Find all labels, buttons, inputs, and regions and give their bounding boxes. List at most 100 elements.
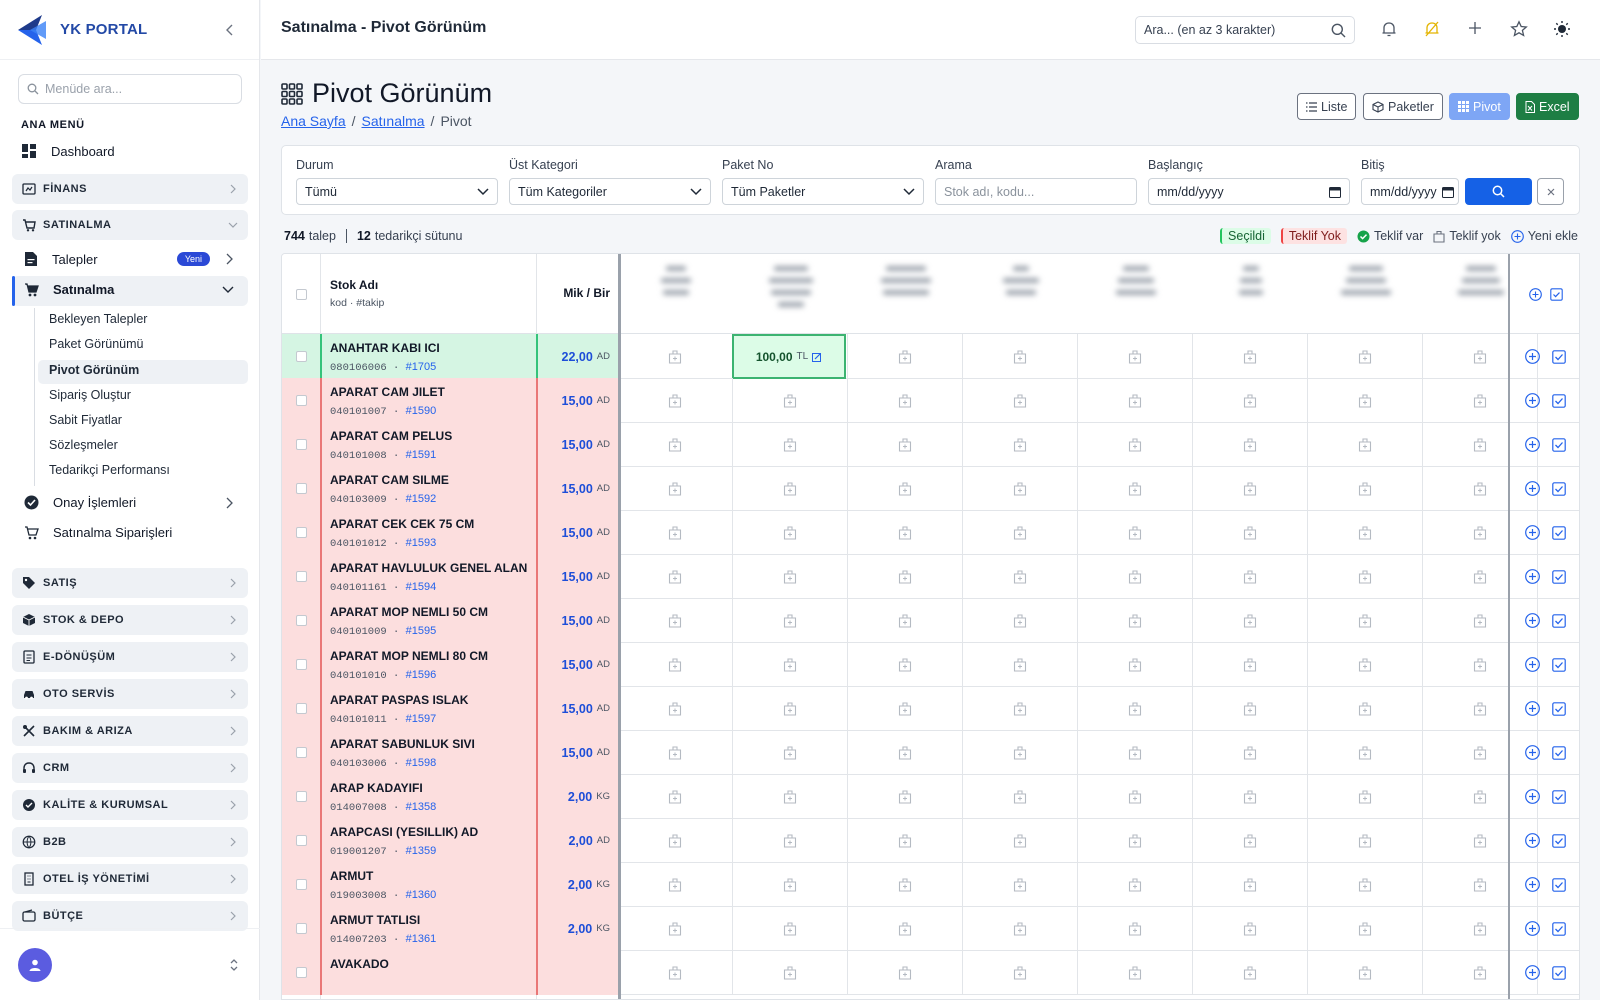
approve-row-icon[interactable]	[1552, 745, 1566, 760]
packages-view-button[interactable]: Paketler	[1363, 93, 1443, 120]
global-search-input[interactable]	[1144, 23, 1324, 37]
supplier-header[interactable]	[1423, 262, 1538, 326]
supplier-offer-cell[interactable]	[1308, 598, 1423, 643]
tracking-number[interactable]: #1597	[405, 713, 437, 725]
supplier-offer-cell[interactable]	[733, 466, 848, 511]
add-offer-icon[interactable]	[1525, 657, 1540, 672]
section-e-d-n-m[interactable]: E-DÖNÜŞÜM	[12, 642, 248, 672]
supplier-offer-cell[interactable]	[848, 378, 963, 423]
check-square-icon[interactable]	[1549, 287, 1563, 301]
supplier-offer-cell[interactable]	[1078, 686, 1193, 731]
supplier-offer-cell[interactable]	[1193, 466, 1308, 511]
supplier-offer-cell[interactable]	[1423, 950, 1538, 995]
menu-search[interactable]	[18, 74, 242, 104]
approve-row-icon[interactable]	[1552, 965, 1566, 980]
supplier-offer-cell[interactable]	[963, 818, 1078, 863]
add-offer-icon[interactable]	[1525, 701, 1540, 716]
status-select[interactable]: Tümü	[296, 178, 498, 205]
supplier-offer-cell[interactable]	[1308, 378, 1423, 423]
supplier-offer-cell[interactable]	[1193, 906, 1308, 951]
supplier-offer-cell[interactable]	[1193, 950, 1308, 995]
supplier-offer-cell[interactable]	[1308, 642, 1423, 687]
plus-circle-icon[interactable]	[1528, 287, 1542, 301]
row-select[interactable]	[282, 642, 320, 687]
supplier-offer-cell[interactable]	[848, 730, 963, 775]
tracking-number[interactable]: #1594	[405, 581, 437, 593]
row-select[interactable]	[282, 774, 320, 819]
supplier-offer-cell[interactable]	[963, 642, 1078, 687]
add-offer-icon[interactable]	[1525, 921, 1540, 936]
star-icon[interactable]	[1510, 20, 1528, 38]
tracking-number[interactable]: #1596	[405, 669, 437, 681]
supplier-header[interactable]	[1193, 262, 1308, 326]
checkbox[interactable]	[295, 879, 307, 890]
supplier-offer-cell[interactable]	[848, 422, 963, 467]
approve-row-icon[interactable]	[1552, 569, 1566, 584]
checkbox[interactable]	[295, 747, 307, 758]
supplier-offer-cell[interactable]	[1193, 774, 1308, 819]
supplier-offer-cell[interactable]	[1193, 334, 1308, 379]
section-crm[interactable]: CRM	[12, 753, 248, 783]
supplier-offer-cell[interactable]	[618, 334, 733, 379]
supplier-offer-cell[interactable]	[1423, 686, 1538, 731]
supplier-offer-cell[interactable]	[963, 466, 1078, 511]
supplier-offer-cell[interactable]	[1308, 466, 1423, 511]
supplier-header[interactable]	[1308, 262, 1423, 326]
supplier-offer-cell[interactable]	[618, 554, 733, 599]
supplier-offer-cell[interactable]	[1423, 598, 1538, 643]
row-select[interactable]	[282, 334, 320, 379]
supplier-header[interactable]	[963, 262, 1078, 326]
supplier-offer-cell[interactable]	[1078, 598, 1193, 643]
supplier-offer-cell[interactable]	[1423, 730, 1538, 775]
approve-row-icon[interactable]	[1552, 877, 1566, 892]
section-kali-te-kurumsal[interactable]: KALİTE & KURUMSAL	[12, 790, 248, 820]
tracking-number[interactable]: #1592	[405, 493, 437, 505]
checkbox[interactable]	[295, 527, 307, 538]
search-filter-field[interactable]	[935, 178, 1137, 205]
edit-icon[interactable]	[812, 352, 822, 362]
supplier-offer-cell[interactable]	[1423, 466, 1538, 511]
supplier-offer-cell[interactable]	[848, 466, 963, 511]
tracking-number[interactable]: #1595	[405, 625, 437, 637]
add-offer-icon[interactable]	[1525, 613, 1540, 628]
search-filter-input[interactable]	[944, 184, 1128, 199]
supplier-offer-cell[interactable]	[1308, 730, 1423, 775]
supplier-offer-cell[interactable]	[733, 642, 848, 687]
tracking-number[interactable]: #1591	[405, 449, 437, 461]
approve-row-icon[interactable]	[1552, 525, 1566, 540]
nav-onay-islemleri[interactable]: Onay İşlemleri	[24, 495, 234, 510]
supplier-offer-cell[interactable]	[1308, 422, 1423, 467]
supplier-offer-cell[interactable]	[848, 818, 963, 863]
supplier-offer-cell[interactable]	[733, 510, 848, 555]
supplier-offer-cell[interactable]	[1078, 554, 1193, 599]
supplier-offer-cell[interactable]	[618, 950, 733, 995]
supplier-offer-cell[interactable]	[733, 422, 848, 467]
theme-sun-icon[interactable]	[1553, 20, 1571, 38]
tracking-number[interactable]: #1361	[405, 933, 437, 945]
bell-icon[interactable]	[1380, 20, 1398, 38]
user-avatar[interactable]	[18, 948, 52, 982]
nav-tedarikci-performansi[interactable]: Tedarikçi Performansı	[49, 463, 170, 477]
supplier-offer-cell[interactable]	[963, 510, 1078, 555]
supplier-offer-cell[interactable]	[1078, 334, 1193, 379]
supplier-offer-cell[interactable]	[848, 642, 963, 687]
supplier-offer-cell[interactable]	[1308, 950, 1423, 995]
breadcrumb-satinalma[interactable]: Satınalma	[361, 113, 425, 129]
calendar-icon[interactable]	[1329, 186, 1341, 198]
supplier-offer-cell[interactable]	[1078, 422, 1193, 467]
supplier-offer-cell[interactable]	[618, 510, 733, 555]
checkbox[interactable]	[295, 571, 307, 582]
supplier-offer-cell[interactable]	[1193, 510, 1308, 555]
checkbox[interactable]	[295, 967, 307, 978]
section-finans[interactable]: FİNANS	[12, 174, 248, 204]
nav-pivot-gorunum[interactable]: Pivot Görünüm	[49, 363, 140, 377]
tracking-number[interactable]: #1360	[405, 889, 437, 901]
tracking-number[interactable]: #1593	[405, 537, 437, 549]
row-select[interactable]	[282, 950, 320, 995]
supplier-offer-cell[interactable]	[733, 378, 848, 423]
supplier-offer-cell[interactable]	[1078, 950, 1193, 995]
supplier-offer-cell[interactable]	[1193, 818, 1308, 863]
section-stok-depo[interactable]: STOK & DEPO	[12, 605, 248, 635]
supplier-offer-cell[interactable]	[1193, 686, 1308, 731]
add-offer-icon[interactable]	[1525, 965, 1540, 980]
